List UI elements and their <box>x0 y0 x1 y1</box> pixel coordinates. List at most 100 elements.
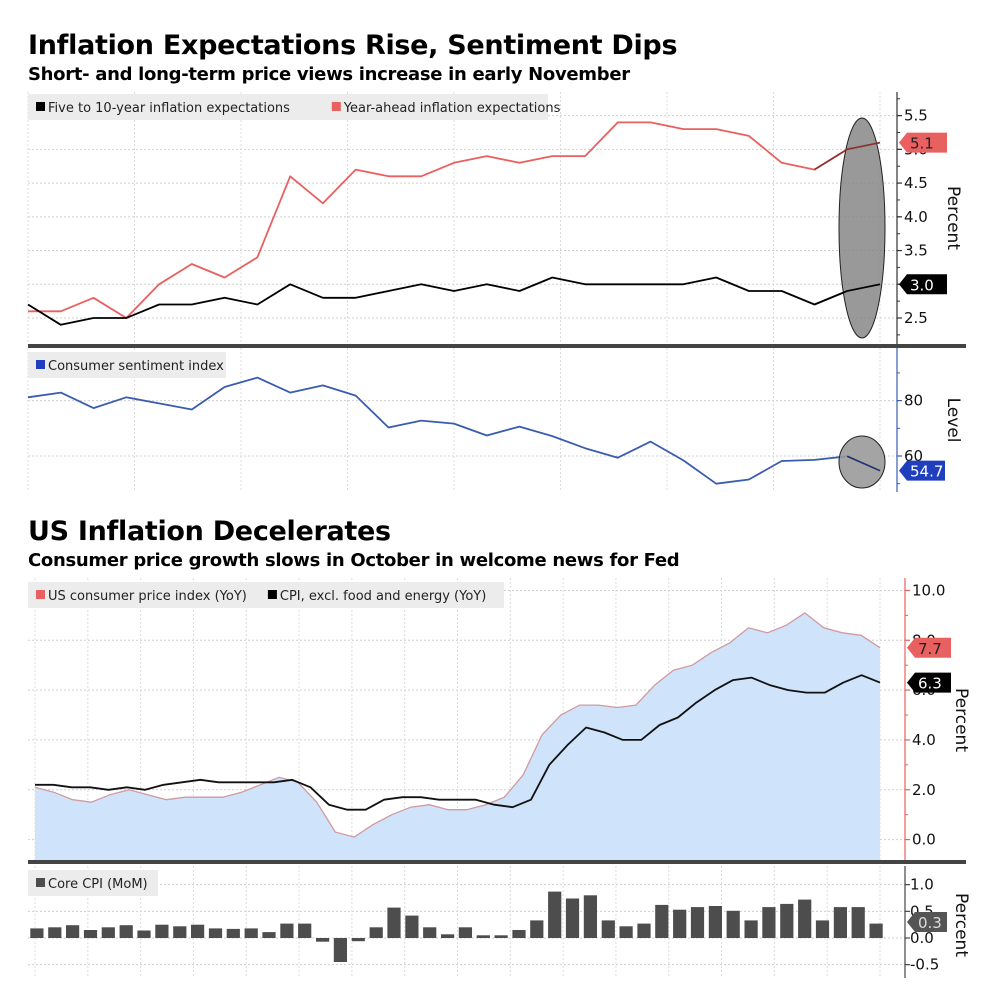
core-mom-bar <box>512 930 526 938</box>
core-mom-bar <box>208 928 223 938</box>
core-mom-bar <box>458 927 472 938</box>
core-mom-bar <box>423 927 437 938</box>
sentiment-legend-swatch <box>36 360 45 369</box>
core-mom-bar <box>601 920 615 938</box>
sentiment-tick-label: 60 <box>904 447 923 465</box>
core-mom-bar <box>298 923 312 938</box>
core-mom-bar <box>387 907 401 938</box>
series-line-cpi-headline <box>34 612 881 838</box>
expectations-tick-label: 2.5 <box>904 309 928 327</box>
core-mom-bar <box>583 895 597 938</box>
core-mom-tick-label: -0.5 <box>910 956 939 974</box>
last-value-badge-core-mom <box>907 912 947 932</box>
panel-divider <box>28 860 966 864</box>
sentiment-tick-label: 80 <box>904 392 923 410</box>
core-mom-bar <box>655 904 669 938</box>
cpi-legend-bg <box>28 582 504 608</box>
expectations-legend-label: Year-ahead inflation expectations <box>343 101 561 116</box>
cpi-y-axis-label: Percent <box>951 688 971 752</box>
core-mom-bar <box>226 928 240 938</box>
core-mom-bar <box>815 920 830 938</box>
core-mom-bar <box>637 923 651 938</box>
core-mom-legend-label: Core CPI (MoM) <box>48 877 148 892</box>
last-value-badge-cpi-text: 7.7 <box>918 640 942 658</box>
chart-title-cpi: US Inflation Decelerates <box>28 516 391 547</box>
core-mom-bar <box>280 923 294 938</box>
core-mom-bar <box>30 928 44 938</box>
highlight-ellipse <box>838 117 886 339</box>
expectations-legend-swatch <box>331 102 341 111</box>
core-mom-bar <box>708 906 722 938</box>
core-mom-bar <box>155 924 169 938</box>
core-mom-bar <box>351 938 365 942</box>
expectations-tick-label: 3.5 <box>904 242 928 260</box>
last-value-badge-core-cpi <box>907 672 951 693</box>
expectations-legend-swatch <box>36 102 45 111</box>
core-mom-bar <box>441 934 455 938</box>
core-mom-bar <box>494 935 508 938</box>
core-mom-bar <box>798 899 812 938</box>
last-value-badge-sentiment-text: 54.7 <box>910 463 943 481</box>
core-mom-bar <box>119 925 133 938</box>
series-line-year-ahead <box>28 121 881 319</box>
core-mom-bar <box>173 926 187 938</box>
series-latest-segment <box>846 455 881 472</box>
sentiment-legend-bg <box>28 352 226 378</box>
core-mom-tick-label: 0.0 <box>910 929 934 947</box>
cpi-tick-label: 4.0 <box>912 731 936 749</box>
sentiment-legend-label: Consumer sentiment index <box>48 359 224 374</box>
panel-divider <box>28 344 966 348</box>
core-mom-bar <box>191 924 205 938</box>
core-mom-legend-bg <box>28 870 158 896</box>
core-mom-bar <box>48 927 62 938</box>
core-mom-bar <box>869 923 883 938</box>
core-mom-bar <box>744 920 758 938</box>
core-mom-bar <box>66 925 80 938</box>
last-value-badge-five-to-ten-text: 3.0 <box>910 276 934 294</box>
cpi-legend-swatch <box>267 590 277 599</box>
expectations-legend-label: Five to 10-year inflation expectations <box>48 101 290 116</box>
chart-title-expectations: Inflation Expectations Rise, Sentiment D… <box>28 30 678 61</box>
series-latest-segment <box>814 141 881 171</box>
cpi-tick-label: 10.0 <box>912 581 945 599</box>
last-value-badge-five-to-ten <box>899 274 947 295</box>
core-mom-bar <box>262 932 276 938</box>
core-mom-bar <box>316 938 330 942</box>
cpi-tick-label: 2.0 <box>912 781 936 799</box>
core-mom-bar <box>369 927 383 938</box>
cpi-tick-label: 0.0 <box>912 831 936 849</box>
core-mom-bar <box>405 915 419 938</box>
core-mom-y-axis-label: Percent <box>951 893 971 957</box>
core-mom-bar <box>565 898 580 938</box>
expectations-tick-label: 4.0 <box>904 208 928 226</box>
last-value-badge-core-cpi-text: 6.3 <box>918 675 942 693</box>
chart-subtitle-expectations: Short- and long-term price views increas… <box>28 64 630 85</box>
core-mom-bar <box>690 907 705 938</box>
core-mom-bar <box>619 926 633 938</box>
core-mom-bar <box>673 909 687 938</box>
core-mom-bar <box>548 891 562 938</box>
cpi-legend-label: US consumer price index (YoY) <box>48 589 247 604</box>
core-mom-bar <box>101 927 115 938</box>
core-mom-bar <box>833 907 847 938</box>
sentiment-y-axis-label: Level <box>943 398 963 443</box>
core-mom-bar <box>726 910 740 938</box>
series-line-cpi-core <box>35 674 881 811</box>
core-mom-bar <box>851 907 865 938</box>
expectations-legend-bg <box>28 94 548 120</box>
core-mom-bar <box>780 903 794 938</box>
core-mom-bar <box>333 938 347 962</box>
core-mom-bar <box>137 930 151 938</box>
core-mom-bar <box>244 928 258 938</box>
core-mom-bar <box>530 920 544 938</box>
core-mom-legend-swatch <box>36 878 45 887</box>
core-mom-tick-label: 1.0 <box>910 876 934 894</box>
expectations-tick-label: 4.5 <box>904 174 928 192</box>
last-value-badge-sentiment <box>899 460 945 481</box>
series-line-consumer-sentiment <box>27 376 881 485</box>
chart-subtitle-cpi: Consumer price growth slows in October i… <box>28 550 680 571</box>
core-mom-bar <box>476 935 490 938</box>
core-mom-bar <box>762 907 776 938</box>
last-value-badge-year-ahead <box>899 132 947 153</box>
core-mom-bar <box>83 930 98 938</box>
